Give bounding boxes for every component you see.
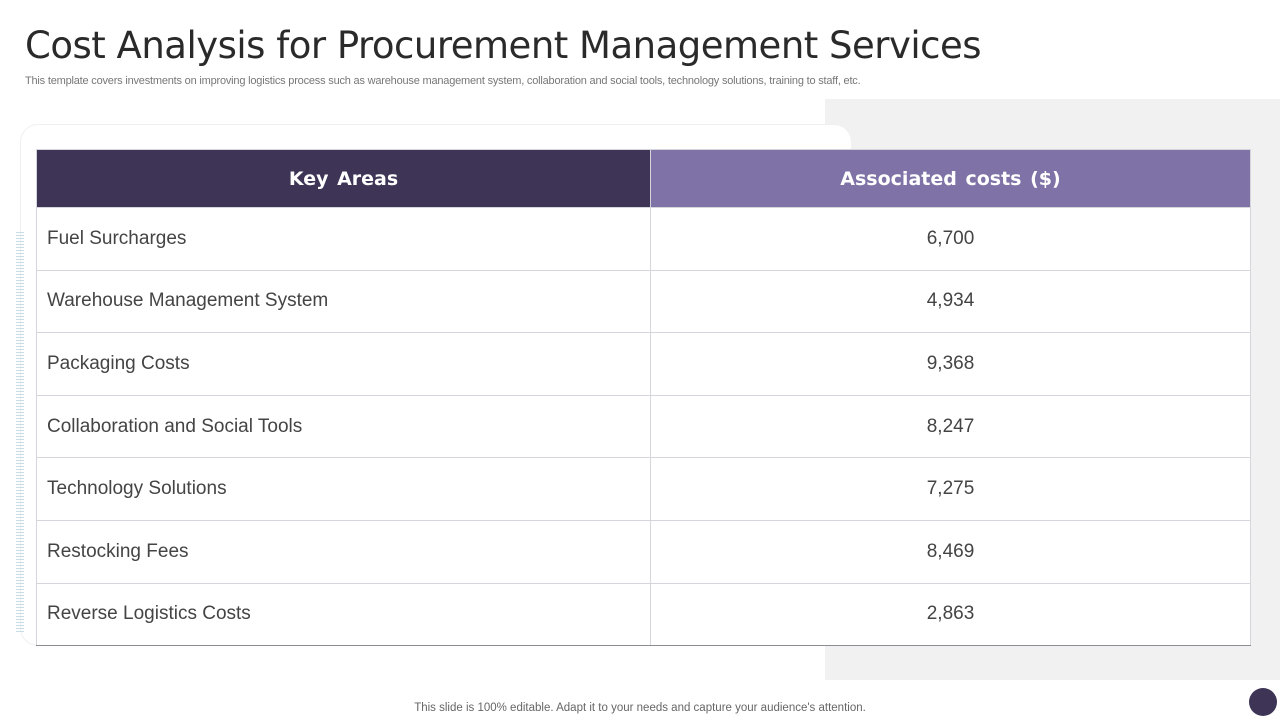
key-area-cell: Reverse Logistics Costs <box>36 582 651 647</box>
table-row: Reverse Logistics Costs 2,863 <box>36 582 1251 647</box>
cost-table-container: Key Areas Associated costs ($) Fuel Surc… <box>36 149 1251 647</box>
page-title: Cost Analysis for Procurement Management… <box>25 24 982 67</box>
cost-cell: 2,863 <box>650 582 1251 647</box>
table-row: Technology Solutions 7,275 <box>36 457 1251 521</box>
key-area-cell: Restocking Fees <box>36 519 651 584</box>
key-area-cell: Fuel Surcharges <box>36 207 651 271</box>
header-associated-costs: Associated costs ($) <box>650 149 1251 208</box>
header-key-areas: Key Areas <box>36 149 651 208</box>
key-area-cell: Collaboration and Social Tools <box>36 394 651 459</box>
decorative-corner-dot <box>1249 688 1277 716</box>
decorative-dotted-line <box>16 232 24 632</box>
cost-cell: 6,700 <box>650 207 1251 271</box>
key-area-cell: Warehouse Management System <box>36 269 651 334</box>
table-row: Restocking Fees 8,469 <box>36 519 1251 584</box>
key-area-cell: Packaging Costs <box>36 332 651 396</box>
table-row: Fuel Surcharges 6,700 <box>36 207 1251 271</box>
table-header-row: Key Areas Associated costs ($) <box>36 149 1251 208</box>
cost-cell: 8,247 <box>650 394 1251 459</box>
cost-cell: 8,469 <box>650 519 1251 584</box>
cost-cell: 7,275 <box>650 457 1251 521</box>
footer-note: This slide is 100% editable. Adapt it to… <box>414 702 866 714</box>
table-row: Warehouse Management System 4,934 <box>36 269 1251 334</box>
cost-table: Key Areas Associated costs ($) Fuel Surc… <box>36 149 1251 647</box>
cost-cell: 4,934 <box>650 269 1251 334</box>
page-subtitle: This template covers investments on impr… <box>25 75 861 87</box>
cost-cell: 9,368 <box>650 332 1251 396</box>
key-area-cell: Technology Solutions <box>36 457 651 521</box>
table-row: Packaging Costs 9,368 <box>36 332 1251 396</box>
table-row: Collaboration and Social Tools 8,247 <box>36 394 1251 459</box>
